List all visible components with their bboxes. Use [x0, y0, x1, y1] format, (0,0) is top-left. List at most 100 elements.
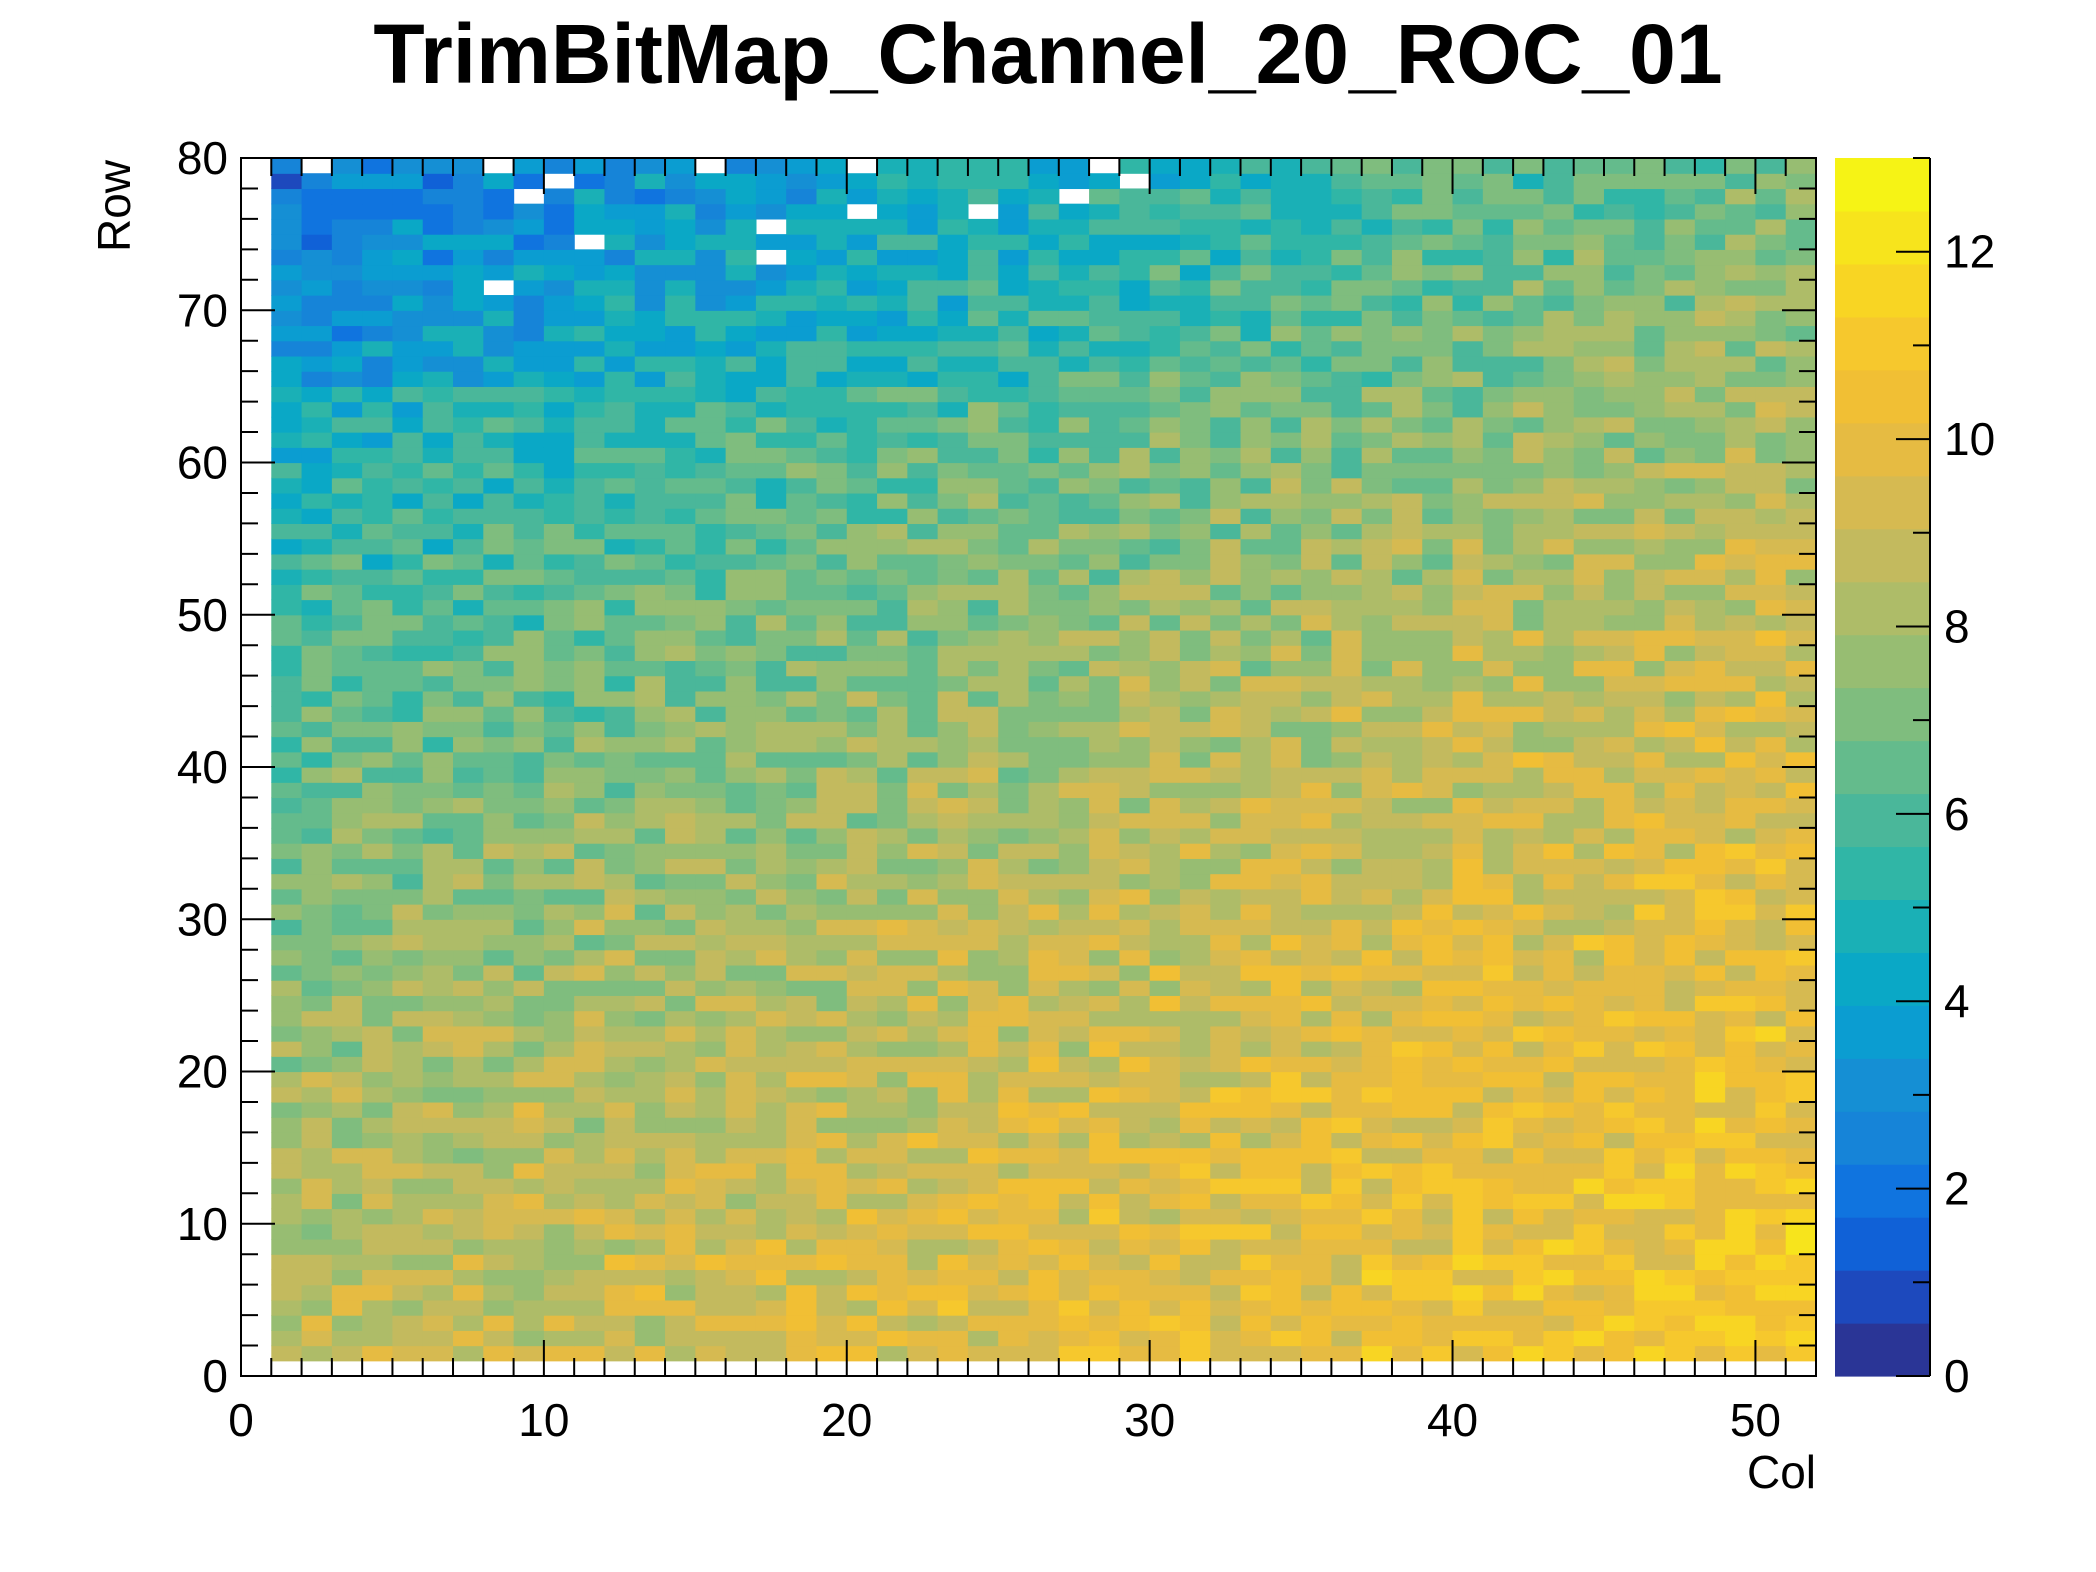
heatmap-cell [1694, 873, 1726, 890]
heatmap-cell [1664, 690, 1696, 707]
heatmap-cell [877, 1345, 908, 1362]
heatmap-cell [1543, 1010, 1575, 1027]
heatmap-cell [1028, 1254, 1060, 1271]
heatmap-cell [1301, 919, 1332, 936]
heatmap-cell [937, 173, 969, 190]
heatmap-cell [1664, 569, 1696, 585]
heatmap-cell [1089, 462, 1120, 479]
heatmap-cell [1331, 706, 1363, 722]
heatmap-cell [1543, 477, 1575, 494]
heatmap-cell [1634, 1269, 1666, 1286]
heatmap-cell [1119, 1178, 1151, 1194]
heatmap-cell [695, 690, 727, 707]
heatmap-cell [1179, 1254, 1211, 1271]
heatmap-cell [1240, 949, 1272, 966]
heatmap-cell [543, 1345, 575, 1362]
heatmap-cell [1573, 812, 1605, 829]
heatmap-cell [1149, 1345, 1181, 1362]
heatmap-cell [1573, 797, 1605, 814]
heatmap-cell [1179, 218, 1211, 235]
heatmap-cell [543, 1147, 575, 1164]
heatmap-cell [1725, 934, 1757, 951]
heatmap-cell [1785, 295, 1817, 311]
heatmap-cell [1058, 904, 1090, 920]
heatmap-cell [1058, 249, 1090, 266]
heatmap-cell [392, 416, 424, 433]
heatmap-cell [604, 188, 636, 205]
heatmap-cell [786, 980, 818, 996]
heatmap-cell [665, 1315, 696, 1331]
heatmap-cell [362, 934, 394, 951]
heatmap-cell [907, 858, 939, 875]
heatmap-cell [1210, 873, 1242, 890]
heatmap-cell [1331, 1041, 1363, 1057]
heatmap-cell [453, 721, 484, 738]
heatmap-cell [1755, 706, 1787, 722]
heatmap-cell [967, 736, 999, 753]
heatmap-cell [301, 1162, 333, 1179]
heatmap-cell [1089, 1208, 1120, 1225]
heatmap-cell [816, 1345, 848, 1362]
heatmap-cell [543, 234, 575, 250]
heatmap-cell [1694, 340, 1726, 357]
heatmap-cell [301, 264, 333, 281]
heatmap-cell [695, 355, 727, 372]
heatmap-cell [1573, 386, 1605, 403]
heatmap-cell [483, 827, 515, 844]
heatmap-cell [877, 462, 908, 479]
heatmap-cell [1694, 1208, 1726, 1225]
heatmap-cell [1270, 1193, 1302, 1210]
heatmap-cell [574, 629, 606, 646]
heatmap-cell [1331, 1238, 1363, 1255]
heatmap-cell [1270, 1208, 1302, 1225]
heatmap-cell [1331, 599, 1363, 616]
heatmap-cell [967, 767, 999, 783]
heatmap-cell [1240, 1208, 1272, 1225]
heatmap-cell [1785, 721, 1817, 738]
heatmap-cell [574, 371, 606, 387]
heatmap-cell [816, 919, 848, 936]
heatmap-cell [1482, 964, 1514, 981]
heatmap-cell [1270, 812, 1302, 829]
heatmap-cell [1452, 325, 1484, 342]
heatmap-cell [1694, 1132, 1726, 1149]
palette-swatch [1835, 369, 1930, 424]
heatmap-cell [574, 523, 606, 540]
heatmap-cell [1664, 858, 1696, 875]
heatmap-cell [543, 690, 575, 707]
heatmap-cell [846, 1315, 878, 1331]
heatmap-cell [1149, 797, 1181, 814]
heatmap-cell [1513, 158, 1545, 174]
heatmap-cell [1664, 1299, 1696, 1316]
heatmap-cell [1361, 843, 1393, 859]
heatmap-cell [877, 553, 908, 570]
heatmap-cell [362, 584, 394, 601]
palette-swatch [1835, 316, 1930, 371]
heatmap-cell [1179, 1330, 1211, 1347]
heatmap-cell [1694, 1178, 1726, 1194]
heatmap-cell [998, 401, 1030, 418]
heatmap-cell [1391, 386, 1423, 403]
heatmap-cell [1422, 386, 1454, 403]
heatmap-cell [331, 492, 363, 509]
heatmap-cell [483, 1315, 515, 1331]
heatmap-cell [1513, 1117, 1545, 1133]
heatmap-cell [453, 203, 484, 220]
heatmap-cell [786, 1330, 818, 1347]
heatmap-cell [543, 1269, 575, 1286]
heatmap-cell [392, 751, 424, 768]
heatmap-cell [1422, 218, 1454, 235]
heatmap-cell [755, 736, 787, 753]
heatmap-cell [665, 843, 696, 859]
heatmap-cell [1270, 767, 1302, 783]
heatmap-cell [1725, 812, 1757, 829]
heatmap-cell [1482, 1101, 1514, 1118]
heatmap-cell [1452, 736, 1484, 753]
heatmap-cell [1755, 1330, 1787, 1347]
heatmap-cell [695, 782, 727, 799]
heatmap-cell [695, 1269, 727, 1286]
heatmap-cell [1422, 416, 1454, 433]
heatmap-cell [543, 523, 575, 540]
heatmap-cell [786, 462, 818, 479]
